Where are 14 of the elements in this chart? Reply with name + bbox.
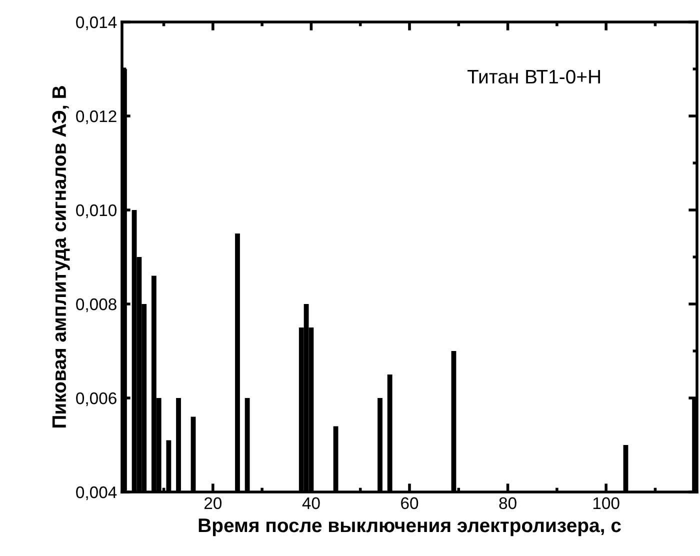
y-tick-label: 0,014 [76,16,117,30]
y-tick-label: 0,008 [76,298,116,312]
x-axis-title: Время после выключения электролизера, с [198,518,621,536]
annotation: Титан ВТ1-0+Н [467,70,600,84]
x-tick-label: 60 [401,497,418,510]
y-tick-label: 0,006 [76,392,116,406]
y-tick-label: 0,012 [76,110,116,124]
y-axis-title: Пиковая амплитуда сигналов АЭ, В [52,86,70,428]
x-tick-label: 20 [204,497,222,510]
x-tick-label: 80 [499,497,516,510]
x-tick-label: 40 [302,497,320,510]
x-tick-label: 100 [593,497,620,510]
y-tick-label: 0,004 [76,486,117,500]
y-tick-label: 0,010 [76,204,116,218]
